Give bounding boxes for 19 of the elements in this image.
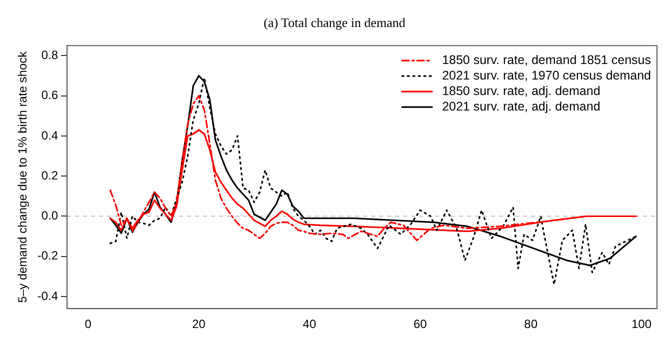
y-tick-label: 0.6 (41, 88, 58, 102)
chart-title: (a) Total change in demand (264, 15, 406, 30)
x-tick-label: 0 (84, 317, 92, 332)
x-tick-label: 20 (192, 317, 206, 332)
legend-label: 1850 surv. rate, adj. demand (442, 84, 600, 98)
y-tick-label: -0.4 (37, 288, 58, 303)
y-tick-label: 0.8 (41, 48, 58, 62)
x-tick-label: 100 (631, 317, 652, 332)
y-tick-label: 0.0 (41, 208, 58, 223)
legend-label: 2021 surv. rate, 1970 census demand (442, 68, 652, 83)
y-axis-title: 5–y demand change due to 1% birth rate shock (16, 50, 30, 303)
x-tick-label: 80 (524, 317, 538, 332)
y-tick-label: 0.4 (41, 128, 58, 142)
x-tick-label: 60 (413, 317, 428, 332)
x-tick-label: 40 (302, 317, 316, 332)
y-tick-label: 0.2 (41, 168, 58, 182)
legend-label: 2021 surv. rate, adj. demand (442, 100, 600, 114)
legend-label: 1850 surv. rate, demand 1851 census (442, 53, 652, 68)
y-tick-label: -0.2 (37, 248, 58, 263)
